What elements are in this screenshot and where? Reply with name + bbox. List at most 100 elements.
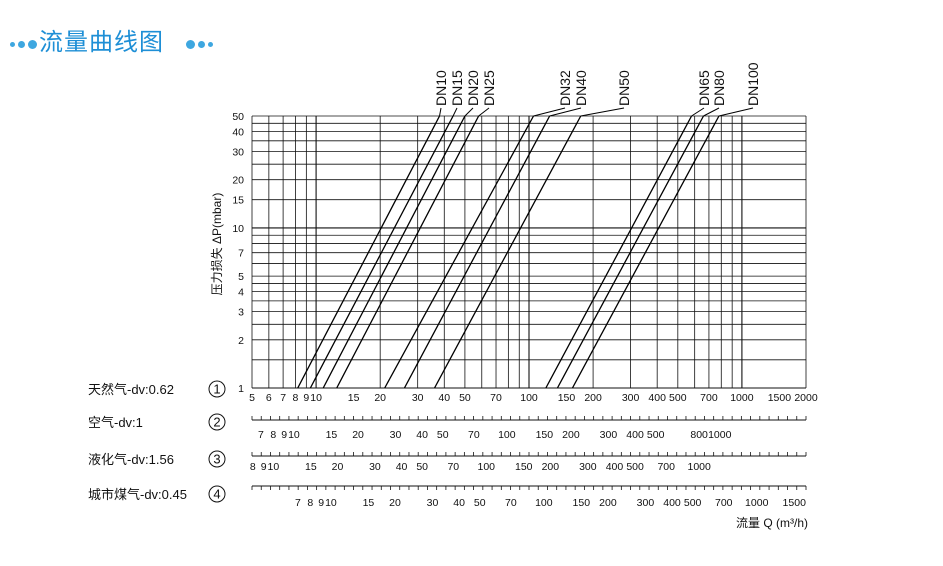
grid bbox=[251, 115, 807, 389]
x-scale-2: 空气-dv:1 2 7 8 9 10 15 20 30 40 50 70 100 150 200 300 400… bbox=[88, 413, 807, 441]
curve-dn10 bbox=[297, 115, 441, 389]
curves: DN10 DN15 DN20 DN25 DN32 DN40 DN50 DN65 DN80 DN10… bbox=[297, 62, 761, 389]
x-scale-tick-label: 1500 bbox=[783, 497, 807, 509]
x-scale-tick-label: 500 bbox=[647, 429, 665, 441]
x-scale-tick-label: 500 bbox=[669, 392, 687, 404]
curve-dn32 bbox=[384, 115, 535, 389]
x-scale-tick-label: 100 bbox=[520, 392, 538, 404]
curve-leader-dn80 bbox=[703, 107, 720, 117]
x-scale-label: 天然气-dv:0.62 bbox=[88, 382, 174, 397]
x-scale-tick-label: 9 bbox=[261, 461, 267, 473]
x-scale-tick-label: 70 bbox=[505, 497, 517, 509]
x-scale-tick-label: 100 bbox=[535, 497, 553, 509]
x-scale-tick-label: 500 bbox=[684, 497, 702, 509]
x-scale-tick-label: 20 bbox=[352, 429, 364, 441]
page-title: 流量曲线图 bbox=[39, 29, 164, 56]
x-scale-tick-label: 300 bbox=[579, 461, 597, 473]
scale-number: 3 bbox=[213, 452, 220, 467]
curve-dn100 bbox=[571, 115, 720, 389]
scale-number-circle bbox=[208, 450, 226, 468]
curve-leader-dn100 bbox=[718, 107, 754, 117]
y-tick-label: 4 bbox=[238, 287, 244, 299]
x-scale-tick-label: 700 bbox=[715, 497, 733, 509]
x-scale-tick-label: 7 bbox=[258, 429, 264, 441]
y-axis-label: 压力损失 ΔP(mbar) bbox=[209, 193, 224, 296]
x-scale-4: 城市煤气-dv:0.45 4 7 8 9 10 15 20 30 40 50 70 100 150 200 3… bbox=[88, 485, 807, 509]
x-scale-tick-label: 150 bbox=[515, 461, 533, 473]
x-scale-tick-label: 1500 bbox=[768, 392, 792, 404]
curve-label-dn40: DN40 bbox=[573, 70, 589, 106]
x-scale-tick-label: 10 bbox=[325, 497, 337, 509]
x-scale-tick-label: 40 bbox=[416, 429, 428, 441]
curve-leader-dn25 bbox=[478, 107, 490, 117]
x-scale-tick-label: 8 bbox=[307, 497, 313, 509]
x-scales: 天然气-dv:0.62 15 6 7 8 9 10 15 20 30 40 50 70 100 150 200… bbox=[88, 380, 818, 509]
x-scale-tick-label: 200 bbox=[562, 429, 580, 441]
curve-leader-dn32 bbox=[533, 107, 566, 117]
scale-number: 2 bbox=[213, 415, 220, 430]
header: 流量曲线图 bbox=[0, 0, 943, 70]
x-scale-tick-label: 800 bbox=[690, 429, 708, 441]
scale-number-circle bbox=[208, 413, 226, 431]
x-scale-tick-label: 300 bbox=[622, 392, 640, 404]
x-scale-tick-label: 1000 bbox=[730, 392, 754, 404]
y-tick-label: 7 bbox=[238, 248, 244, 260]
curve-leader-dn65 bbox=[691, 107, 705, 117]
y-tick-label: 3 bbox=[238, 307, 244, 319]
y-tick-label: 20 bbox=[232, 175, 244, 187]
x-scale-tick-label: 6 bbox=[266, 392, 272, 404]
curve-label-dn25: DN25 bbox=[481, 70, 497, 106]
scale-number-circle bbox=[208, 485, 226, 503]
curve-leader-dn10 bbox=[439, 107, 442, 117]
x-scale-tick-label: 400 bbox=[663, 497, 681, 509]
scale-number: 1 bbox=[213, 382, 220, 397]
x-scale-tick-label: 8 bbox=[250, 461, 256, 473]
curve-dn25 bbox=[336, 115, 480, 389]
x-scale-tick-label: 30 bbox=[412, 392, 424, 404]
x-scale-tick-label: 400 bbox=[648, 392, 666, 404]
x-scale-tick-label: 9 bbox=[303, 392, 309, 404]
x-scale-tick-label: 70 bbox=[490, 392, 502, 404]
y-tick-label: 40 bbox=[232, 127, 244, 139]
curve-leader-dn50 bbox=[580, 107, 625, 117]
x-scale-tick-label: 100 bbox=[498, 429, 516, 441]
curve-label-dn15: DN15 bbox=[449, 70, 465, 106]
curve-label-dn50: DN50 bbox=[616, 70, 632, 106]
x-scale-tick-label: 10 bbox=[288, 429, 300, 441]
y-tick-label: 30 bbox=[232, 147, 244, 159]
x-scale-tick-label: 100 bbox=[478, 461, 496, 473]
x-scale-tick-label: 15 bbox=[363, 497, 375, 509]
y-tick-label: 50 bbox=[232, 111, 244, 123]
curve-label-dn10: DN10 bbox=[433, 70, 449, 106]
x-scale-tick-label: 30 bbox=[369, 461, 381, 473]
x-scale-tick-label: 1000 bbox=[708, 429, 732, 441]
curve-dn80 bbox=[556, 115, 705, 389]
curve-label-dn32: DN32 bbox=[557, 70, 573, 106]
x-scale-tick-label: 40 bbox=[453, 497, 465, 509]
scale-number-circle bbox=[208, 380, 226, 398]
x-scale-tick-label: 400 bbox=[626, 429, 644, 441]
curve-dn20 bbox=[322, 115, 466, 389]
x-scale-tick-label: 40 bbox=[438, 392, 450, 404]
curve-leader-dn40 bbox=[549, 107, 582, 117]
y-tick-label: 1 bbox=[238, 383, 244, 395]
y-tick-label: 2 bbox=[238, 335, 244, 347]
curve-dn65 bbox=[545, 115, 693, 389]
x-scale-label: 空气-dv:1 bbox=[88, 415, 143, 430]
x-scale-tick-label: 9 bbox=[318, 497, 324, 509]
y-tick-label: 10 bbox=[232, 223, 244, 235]
x-scale-tick-label: 20 bbox=[374, 392, 386, 404]
curve-label-dn80: DN80 bbox=[711, 70, 727, 106]
x-scale-tick-label: 7 bbox=[280, 392, 286, 404]
x-scale-tick-label: 50 bbox=[416, 461, 428, 473]
x-scale-tick-label: 50 bbox=[474, 497, 486, 509]
x-scale-tick-label: 10 bbox=[268, 461, 280, 473]
x-scale-tick-label: 10 bbox=[310, 392, 322, 404]
x-scale-tick-label: 150 bbox=[558, 392, 576, 404]
y-axis: 1 2 3 4 5 7 10 15 20 30 40 50 bbox=[232, 111, 244, 395]
x-scale-tick-label: 50 bbox=[437, 429, 449, 441]
y-tick-label: 15 bbox=[232, 195, 244, 207]
x-scale-3: 液化气-dv:1.56 3 8 9 10 15 20 30 40 50 70 100 150 200 300… bbox=[88, 450, 807, 473]
x-scale-tick-label: 2000 bbox=[794, 392, 818, 404]
